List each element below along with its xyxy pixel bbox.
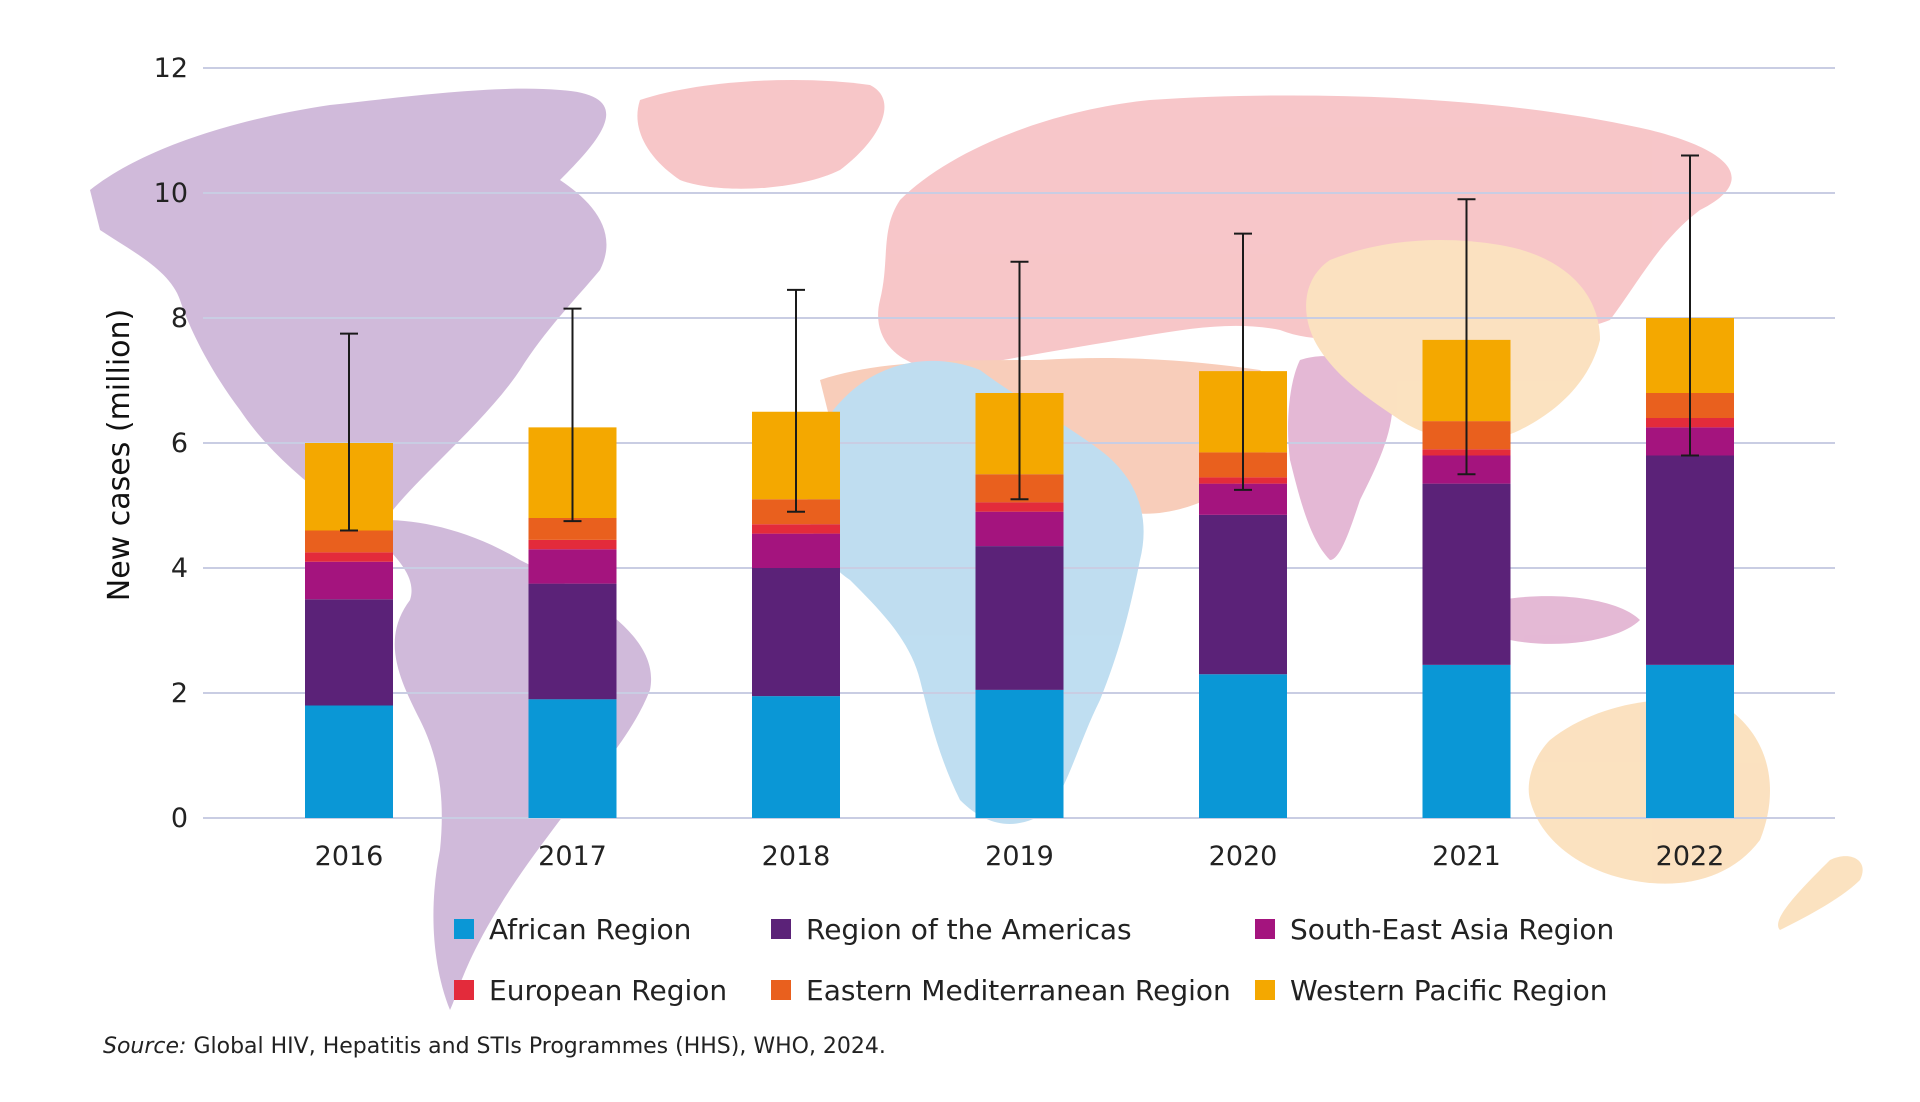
y-tick-label: 2 [171, 678, 188, 709]
bar-segment [528, 539, 617, 550]
x-tick-label: 2018 [762, 841, 831, 872]
legend-label: Region of the Americas [806, 913, 1132, 946]
bar-segment [752, 524, 840, 534]
bar-segment [752, 533, 840, 568]
legend-label: South-East Asia Region [1290, 913, 1614, 946]
bar-segment [1422, 664, 1511, 818]
source-text: Global HIV, Hepatitis and STIs Programme… [186, 1034, 886, 1059]
x-axis-ticks: 2016 2017 2018 2019 2020 2021 2022 [315, 841, 1725, 872]
y-tick-label: 0 [171, 803, 188, 834]
legend-swatch [454, 980, 474, 1000]
legend-swatch [1255, 919, 1275, 939]
error-bars [340, 154, 1699, 532]
bar-segment [305, 530, 393, 553]
map-indonesia [1493, 596, 1640, 644]
legend-label: Western Pacific Region [1290, 974, 1607, 1007]
bar-segment [975, 689, 1064, 818]
x-tick-label: 2016 [315, 841, 384, 872]
bar-segment [752, 696, 840, 818]
legend-label: African Region [489, 913, 691, 946]
y-axis-title: New cases (million) [102, 309, 137, 601]
bar-segment [305, 599, 393, 706]
x-tick-label: 2020 [1209, 841, 1278, 872]
bar-segment [305, 705, 393, 818]
bar-segment [1199, 674, 1287, 818]
source-prefix: Source: [103, 1034, 187, 1059]
map-new-zealand [1778, 856, 1863, 930]
x-tick-label: 2019 [985, 841, 1054, 872]
map-greenland [637, 80, 885, 189]
y-tick-label: 6 [171, 428, 188, 459]
x-tick-label: 2022 [1656, 841, 1725, 872]
y-tick-label: 4 [171, 553, 188, 584]
bar-segment [1646, 664, 1734, 818]
source-note: Source: Global HIV, Hepatitis and STIs P… [103, 1034, 886, 1059]
legend-swatch [771, 919, 791, 939]
bar-segment [975, 502, 1064, 512]
bar-segment [528, 583, 617, 700]
bar-segment [975, 511, 1064, 547]
bar-segment [1646, 455, 1734, 665]
bar-segment [1422, 483, 1511, 665]
bar-segment [305, 552, 393, 562]
y-tick-label: 8 [171, 303, 188, 334]
legend-label: Eastern Mediterranean Region [806, 974, 1231, 1007]
bar-segment [975, 546, 1064, 690]
bar-segment [1199, 514, 1287, 675]
map-europe-asia [878, 95, 1732, 370]
map-south-east-asia [1288, 356, 1393, 560]
x-tick-label: 2017 [538, 841, 607, 872]
x-tick-label: 2021 [1432, 841, 1501, 872]
map-americas [90, 88, 652, 1011]
bar-segment [528, 549, 617, 584]
bar-segment [528, 518, 617, 540]
legend-swatch [771, 980, 791, 1000]
legend: African Region Region of the Americas Sout… [454, 913, 1614, 1007]
legend-swatch [1255, 980, 1275, 1000]
y-tick-label: 12 [154, 53, 188, 84]
legend-swatch [454, 919, 474, 939]
bar-segment [305, 561, 393, 600]
y-axis-ticks: 0 2 4 6 8 10 12 [154, 53, 188, 834]
y-tick-label: 10 [154, 178, 188, 209]
bar-segment [752, 568, 840, 697]
legend-label: European Region [489, 974, 727, 1007]
bar-segment [528, 699, 617, 818]
